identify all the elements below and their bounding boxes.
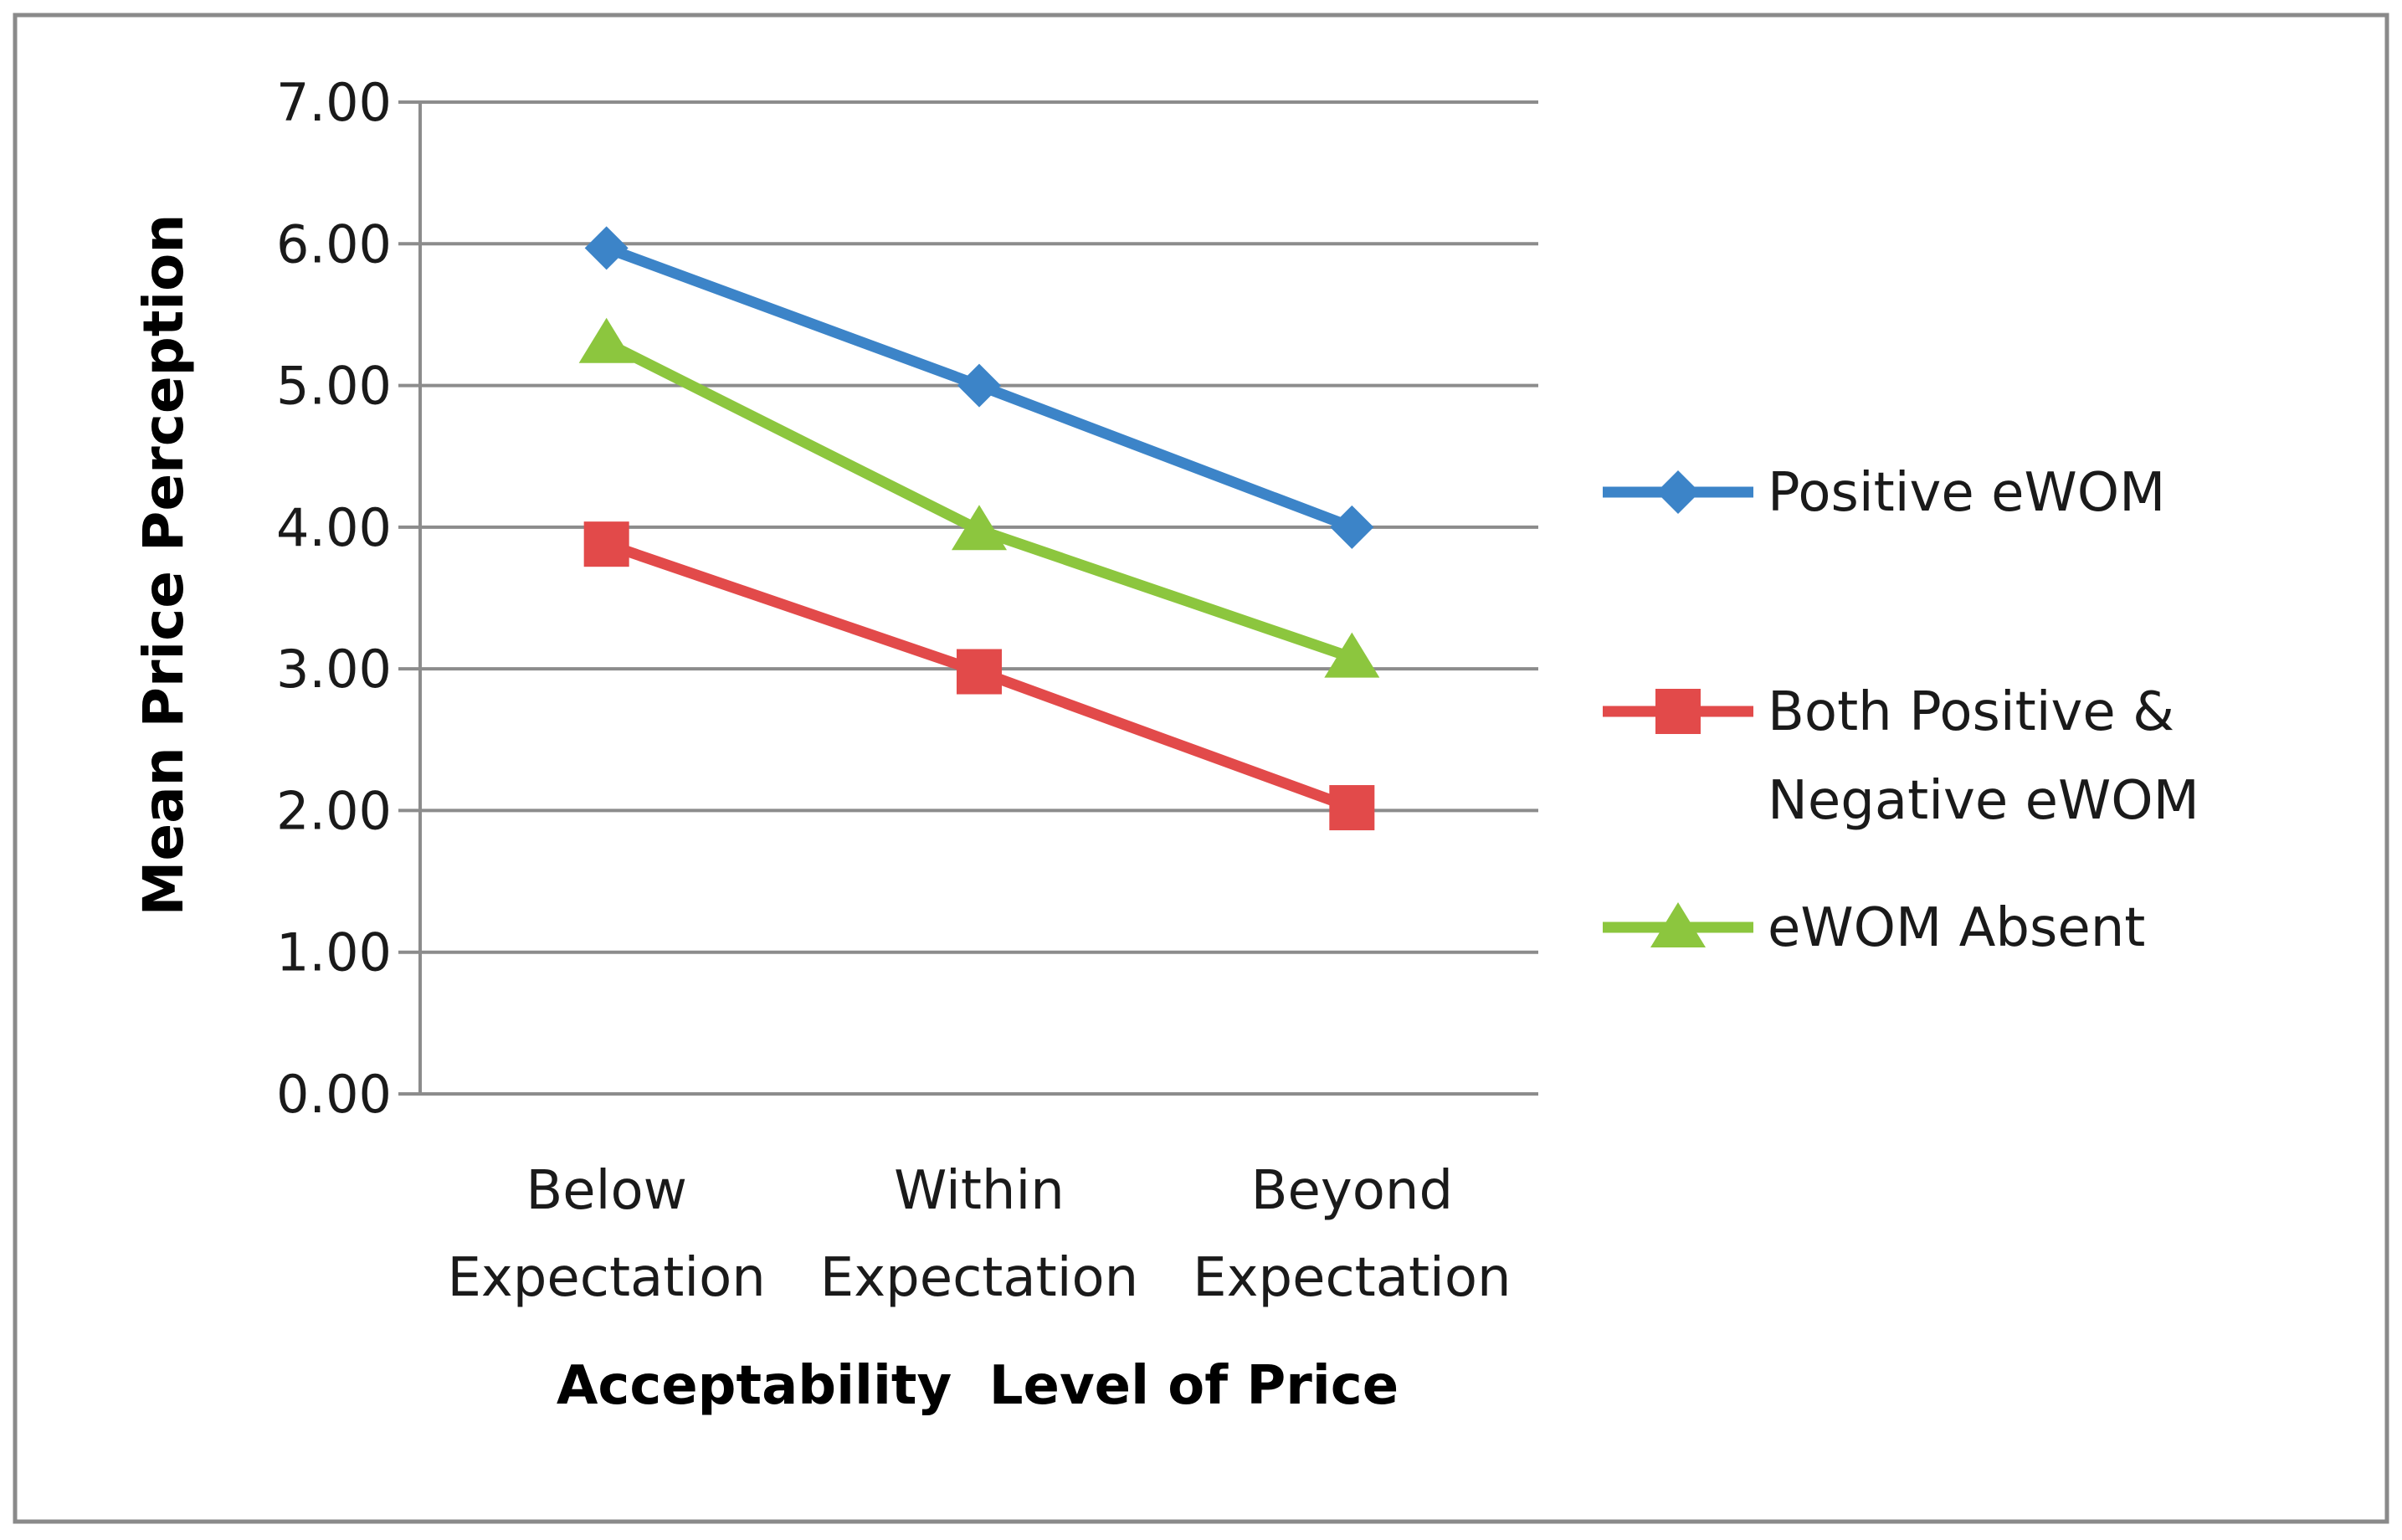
legend-label: Negative eWOM	[1768, 770, 2199, 832]
legend-label: eWOM Absent	[1768, 897, 2145, 959]
series-diamond	[584, 226, 1374, 549]
square-marker	[1329, 785, 1375, 831]
x-tick-label: Within	[894, 1160, 1065, 1222]
legend-item: Positive eWOM	[1603, 462, 2165, 524]
legend-label: Both Positive &	[1768, 681, 2174, 743]
x-tick-label: Below	[526, 1160, 687, 1222]
x-tick-label: Expectation	[447, 1247, 765, 1309]
diamond-marker	[584, 226, 629, 270]
x-tick-label: Expectation	[1193, 1247, 1511, 1309]
x-axis-title: Acceptability Level of Price	[557, 1355, 1399, 1417]
square-marker	[957, 649, 1002, 695]
legend: Positive eWOM Both Positive & Negative eWO…	[1603, 462, 2199, 959]
series-triangle	[578, 317, 1380, 678]
chart-border	[13, 13, 2389, 1524]
x-axis: Below Expectation Within Expectation Beyond E…	[447, 1160, 1511, 1309]
y-tick-label: 3.00	[276, 639, 392, 700]
triangle-marker	[578, 317, 634, 363]
x-tick-label: Expectation	[820, 1247, 1138, 1309]
series-square	[583, 521, 1375, 831]
y-tick-label: 5.00	[276, 356, 392, 417]
x-tick-label: Beyond	[1251, 1160, 1454, 1222]
y-tick-label: 4.00	[276, 497, 392, 558]
square-marker	[583, 521, 629, 567]
triangle-marker	[1324, 632, 1380, 678]
legend-item: Both Positive & Negative eWOM	[1603, 681, 2199, 832]
y-axis: 0.00 1.00 2.00 3.00 4.00 5.00 6.00 7.00	[276, 72, 422, 1125]
triangle-marker	[952, 505, 1007, 551]
diamond-marker	[1330, 505, 1374, 549]
y-tick-label: 6.00	[276, 213, 392, 275]
legend-label: Positive eWOM	[1768, 462, 2165, 524]
y-tick-label: 2.00	[276, 780, 392, 841]
diamond-marker	[957, 363, 1001, 408]
y-tick-label: 1.00	[276, 922, 392, 983]
y-tick-label: 7.00	[276, 72, 392, 133]
y-axis-title: Mean Price Perception	[131, 214, 196, 916]
series-lines	[578, 226, 1380, 831]
diamond-marker	[1656, 470, 1700, 514]
triangle-marker	[1650, 902, 1706, 947]
square-marker	[1655, 689, 1701, 734]
y-tick-label: 0.00	[276, 1064, 392, 1125]
legend-item: eWOM Absent	[1603, 897, 2145, 959]
